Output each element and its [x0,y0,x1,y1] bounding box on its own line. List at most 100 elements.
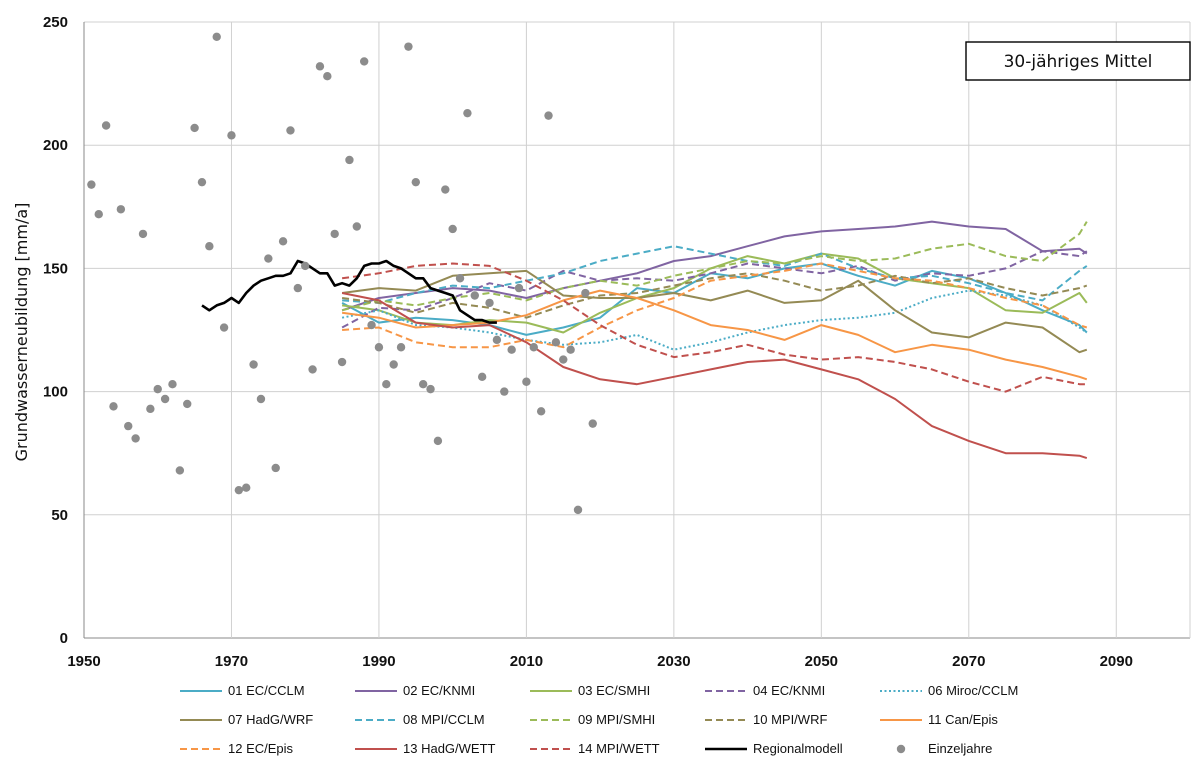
legend-item: Regionalmodell [705,741,843,756]
legend-label: 13 HadG/WETT [403,741,496,756]
scatter-point [94,209,103,219]
scatter-point [146,404,155,414]
scatter-point [242,483,251,492]
legend-item: 10 MPI/WRF [705,712,827,727]
scatter-points [87,32,597,515]
legend-label: 14 MPI/WETT [578,741,660,756]
series-line-2 [341,220,1088,312]
scatter-point [205,242,214,251]
legend-item: 11 Can/Epis [880,712,998,727]
scatter-point [330,229,339,239]
legend-label: 02 EC/KNMI [403,683,475,698]
scatter-point [477,372,487,382]
scatter-point [131,434,140,443]
legend-label: Einzeljahre [928,741,992,756]
scatter-point [426,384,435,394]
scatter-point [301,261,310,271]
scatter-point [485,298,494,308]
scatter-point [588,419,597,428]
scatter-point [389,360,398,369]
scatter-point [337,357,347,367]
scatter-point [124,421,133,431]
legend-item: 04 EC/KNMI [705,683,825,698]
legend-label: 04 EC/KNMI [753,683,825,698]
x-tick-label: 2070 [952,653,985,670]
series-lines [201,220,1088,460]
series-line-10 [341,289,1088,381]
scatter-point [190,123,199,133]
scatter-point [323,72,332,81]
scatter-point [219,323,229,332]
scatter-point [470,291,479,300]
scatter-point [227,131,236,140]
x-tick-label: 1970 [215,653,248,670]
scatter-point [168,380,177,389]
scatter-point [411,177,420,187]
y-tick-label: 150 [43,260,68,277]
legend-item: Einzeljahre [896,741,992,756]
scatter-point [183,399,192,409]
scatter-point [278,237,288,246]
legend-item: 14 MPI/WETT [530,741,660,756]
series-line-7 [342,245,1088,304]
y-tick-label: 100 [43,384,68,401]
grid [83,21,1191,639]
scatter-point [500,387,509,396]
scatter-point [271,463,280,473]
series-line-3 [341,252,1088,334]
y-tick-label: 250 [43,14,68,31]
scatter-point [536,407,546,416]
scatter-point [234,485,244,495]
y-tick-label: 200 [43,137,68,154]
legend-item: 01 EC/CCLM [180,683,305,698]
legend-label: 09 MPI/SMHI [578,712,655,727]
scatter-point [264,254,273,263]
series-line-12 [341,292,1088,460]
scatter-point [374,343,384,352]
legend-label: 01 EC/CCLM [228,683,305,698]
legend-item: 06 Miroc/CCLM [880,683,1018,698]
scatter-point [418,380,428,389]
legend-label: 08 MPI/CCLM [403,712,485,727]
legend-label: Regionalmodell [753,741,843,756]
scatter-point [116,205,126,214]
legend-item: 08 MPI/CCLM [355,712,485,727]
scatter-point [404,42,413,51]
scatter-point [581,288,590,298]
scatter-point [109,402,118,411]
scatter-point [345,155,354,165]
scatter-point [463,108,472,118]
scatter-point [544,111,553,120]
x-tick-label: 2030 [657,653,690,670]
legend-label: 10 MPI/WRF [753,712,827,727]
scatter-point [514,283,524,293]
x-tick-label: 1990 [362,653,395,670]
legend-item: 03 EC/SMHI [530,683,650,698]
legend-item: 13 HadG/WETT [355,741,496,756]
scatter-point [101,121,111,130]
y-axis-tick-labels: 0 50 100 150 200 250 [43,14,68,647]
scatter-point [507,345,516,354]
scatter-point [256,394,266,404]
scatter-point [448,224,457,234]
scatter-point [433,436,443,446]
scatter-point [315,62,325,71]
x-tick-label: 1950 [67,653,100,670]
series-line-4 [341,250,1088,329]
scatter-point [160,394,170,404]
series-line-5 [341,289,1088,351]
scatter-point [382,380,391,389]
scatter-point [441,185,450,194]
scatter-point [455,274,465,283]
x-tick-label: 2050 [805,653,838,670]
scatter-point [87,180,96,189]
x-tick-label: 2010 [510,653,543,670]
scatter-point [367,320,376,330]
legend-item: 12 EC/Epis [180,741,294,756]
scatter-point [175,466,185,475]
scatter-point [138,229,148,239]
annotation-box: 30-jähriges Mittel [965,41,1191,81]
scatter-point [308,365,317,374]
legend: 01 EC/CCLM 02 EC/KNMI 03 EC/SMHI 04 EC/KNMI… [180,683,1018,756]
scatter-point [352,222,362,231]
